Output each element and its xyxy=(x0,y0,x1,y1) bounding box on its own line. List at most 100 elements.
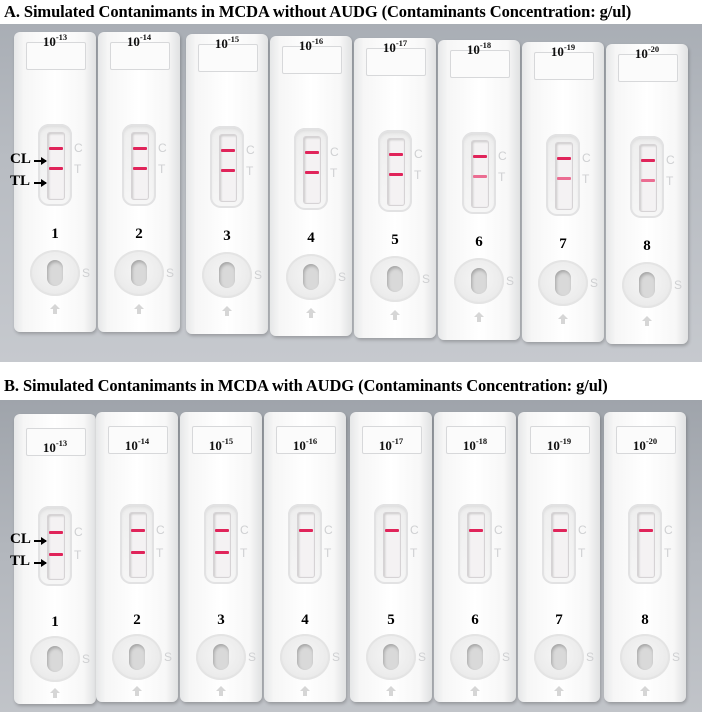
sample-well xyxy=(114,250,164,296)
sample-letter: S xyxy=(82,652,91,666)
strip-label-area xyxy=(616,426,676,454)
panel-a-tl-arrow-icon xyxy=(34,179,47,187)
sample-letter: S xyxy=(332,650,341,664)
test-letter: T xyxy=(324,546,332,560)
test-line-band xyxy=(305,171,319,174)
flow-arrow-icon xyxy=(557,314,569,324)
test-letter: T xyxy=(156,546,164,560)
strip-number: 6 xyxy=(471,612,479,628)
concentration-exponent: -17 xyxy=(395,38,408,48)
strip-number: 2 xyxy=(133,612,141,628)
result-window xyxy=(129,512,147,578)
sample-well-hole xyxy=(555,270,571,296)
test-line-band xyxy=(641,179,655,182)
test-line-band xyxy=(389,173,403,176)
control-letter: C xyxy=(330,145,339,159)
result-window xyxy=(383,512,401,578)
panel-a-test-strip-7: 10-19 C T 7 S xyxy=(522,42,604,342)
concentration-exponent: -18 xyxy=(475,436,488,446)
concentration-label: 10-16 xyxy=(270,36,352,54)
sample-well-hole xyxy=(129,644,145,670)
result-window xyxy=(551,512,569,578)
test-letter: T xyxy=(498,170,506,184)
control-letter: C xyxy=(494,523,503,537)
control-line-band xyxy=(553,529,567,532)
sample-letter: S xyxy=(502,650,511,664)
strip-label-area xyxy=(282,46,342,74)
strip-label-area xyxy=(446,426,506,454)
control-letter: C xyxy=(324,523,333,537)
strip-label-area xyxy=(362,426,422,454)
panel-b-test-strip-4: 10-16 C T 4 S xyxy=(264,412,346,702)
test-letter: T xyxy=(582,172,590,186)
sample-well xyxy=(30,636,80,682)
strip-number: 1 xyxy=(51,226,59,242)
control-line-band xyxy=(639,529,653,532)
concentration-exponent: -16 xyxy=(305,436,318,446)
control-line-band xyxy=(131,529,145,532)
flow-arrow-icon xyxy=(639,686,651,696)
control-letter: C xyxy=(74,141,83,155)
panel-b-tl-arrow-icon xyxy=(34,559,47,567)
strip-number: 6 xyxy=(475,234,483,250)
strip-number: 4 xyxy=(301,612,309,628)
sample-letter: S xyxy=(586,650,595,664)
concentration-exponent: -19 xyxy=(559,436,572,446)
concentration-exponent: -14 xyxy=(139,32,152,42)
sample-well-hole xyxy=(637,644,653,670)
control-line-band xyxy=(215,529,229,532)
strip-label-area xyxy=(366,48,426,76)
sample-letter: S xyxy=(82,266,91,280)
sample-well xyxy=(286,254,336,300)
panel-b-tl-annotation: TL xyxy=(10,553,31,569)
sample-well xyxy=(538,260,588,306)
result-window xyxy=(47,132,65,200)
control-line-band xyxy=(305,151,319,154)
panel-a-test-strip-4: 10-16 C T 4 S xyxy=(270,36,352,336)
control-letter: C xyxy=(246,143,255,157)
sample-well xyxy=(622,262,672,308)
flow-arrow-icon xyxy=(299,686,311,696)
sample-well xyxy=(30,250,80,296)
panel-a-photo: 10-13 C T 1 S 10-14 C T 2 S 10-15 C T 3 S 10-16 C T 4 S 10-1… xyxy=(0,24,702,362)
sample-well xyxy=(280,634,330,680)
test-line-band xyxy=(221,169,235,172)
strip-label-area xyxy=(26,42,86,70)
control-letter: C xyxy=(666,153,675,167)
concentration-label: 10-18 xyxy=(438,40,520,58)
test-line-band xyxy=(473,175,487,178)
concentration-base: 10 xyxy=(208,438,222,453)
control-letter: C xyxy=(74,525,83,539)
flow-arrow-icon xyxy=(305,308,317,318)
flow-arrow-icon xyxy=(215,686,227,696)
control-line-band xyxy=(221,149,235,152)
panel-a-cl-arrow-icon xyxy=(34,157,47,165)
panel-b-title: B. Simulated Contanimants in MCDA with A… xyxy=(4,376,608,395)
strip-label-area xyxy=(192,426,252,454)
concentration-label: 10-14 xyxy=(96,436,178,454)
flow-arrow-icon xyxy=(469,686,481,696)
concentration-base: 10 xyxy=(378,438,392,453)
sample-letter: S xyxy=(338,270,347,284)
result-window xyxy=(213,512,231,578)
panel-b-test-strip-3: 10-15 C T 3 S xyxy=(180,412,262,702)
concentration-base: 10 xyxy=(382,40,396,55)
concentration-exponent: -16 xyxy=(311,36,324,46)
concentration-exponent: -14 xyxy=(137,436,150,446)
concentration-label: 10-15 xyxy=(186,34,268,52)
sample-well-hole xyxy=(131,260,147,286)
sample-letter: S xyxy=(254,268,263,282)
panel-a-test-strip-1: 10-13 C T 1 S xyxy=(14,32,96,332)
sample-well-hole xyxy=(47,646,63,672)
flow-arrow-icon xyxy=(473,312,485,322)
test-letter: T xyxy=(330,166,338,180)
test-line-band xyxy=(49,553,63,556)
concentration-base: 10 xyxy=(634,46,648,61)
control-line-band xyxy=(557,157,571,160)
sample-well xyxy=(366,634,416,680)
concentration-base: 10 xyxy=(124,438,138,453)
sample-well xyxy=(454,258,504,304)
strip-number: 7 xyxy=(559,236,567,252)
control-line-band xyxy=(389,153,403,156)
result-window xyxy=(471,140,489,208)
